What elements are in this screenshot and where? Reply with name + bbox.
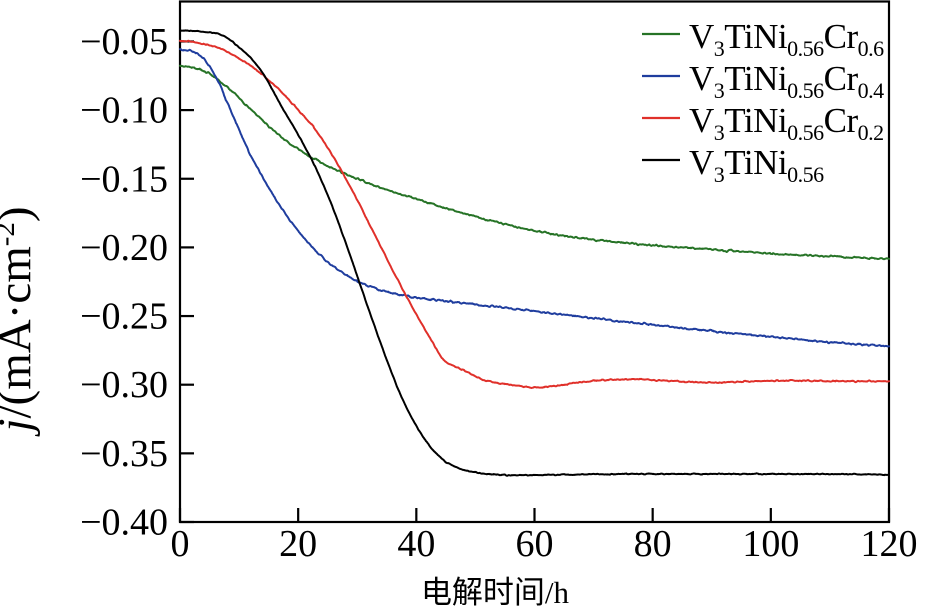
svg-text:20: 20 bbox=[279, 523, 317, 565]
svg-text:−0.35: −0.35 bbox=[80, 433, 168, 475]
svg-text:−0.20: −0.20 bbox=[80, 227, 168, 269]
svg-text:−0.15: −0.15 bbox=[80, 158, 168, 200]
svg-text:−0.25: −0.25 bbox=[80, 296, 168, 338]
svg-text:j/(mA·cm-2): j/(mA·cm-2) bbox=[0, 206, 41, 437]
svg-text:−0.30: −0.30 bbox=[80, 364, 168, 406]
svg-text:−0.40: −0.40 bbox=[80, 502, 168, 544]
svg-text:电解时间/h: 电解时间/h bbox=[421, 575, 570, 610]
svg-text:40: 40 bbox=[397, 523, 435, 565]
svg-text:80: 80 bbox=[634, 523, 672, 565]
svg-text:0: 0 bbox=[171, 523, 190, 565]
svg-text:−0.05: −0.05 bbox=[80, 21, 168, 63]
svg-text:60: 60 bbox=[516, 523, 554, 565]
svg-text:−0.10: −0.10 bbox=[80, 90, 168, 132]
svg-text:120: 120 bbox=[861, 523, 918, 565]
svg-text:100: 100 bbox=[742, 523, 799, 565]
